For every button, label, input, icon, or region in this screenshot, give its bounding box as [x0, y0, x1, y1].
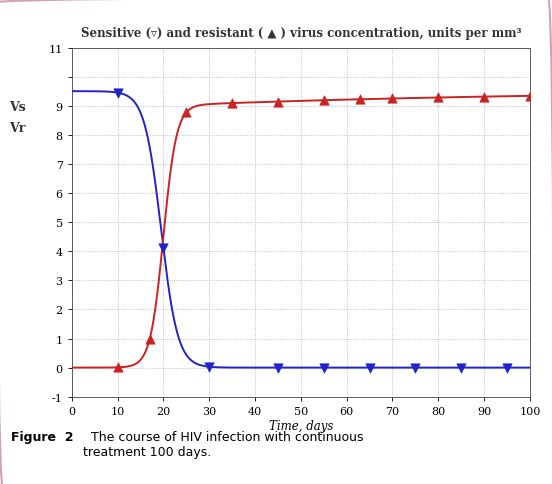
- Point: [274, 98, 283, 106]
- Point: [502, 364, 511, 372]
- Point: [365, 364, 374, 372]
- Point: [319, 364, 328, 372]
- Point: [388, 95, 397, 103]
- Text: Sensitive (▿) and resistant ( ▲ ) virus concentration, units per mm³: Sensitive (▿) and resistant ( ▲ ) virus …: [81, 27, 521, 40]
- Point: [526, 93, 534, 101]
- Point: [411, 364, 420, 372]
- Point: [434, 94, 443, 102]
- X-axis label: Time, days: Time, days: [269, 419, 333, 432]
- Point: [113, 364, 122, 372]
- Text: Figure  2: Figure 2: [11, 430, 73, 443]
- Point: [319, 97, 328, 105]
- Point: [113, 90, 122, 97]
- Point: [145, 335, 154, 343]
- Point: [480, 93, 489, 101]
- Point: [457, 364, 465, 372]
- Point: [205, 363, 214, 371]
- Point: [227, 100, 236, 108]
- Point: [159, 245, 168, 253]
- Point: [356, 96, 365, 104]
- Point: [274, 364, 283, 372]
- Point: [182, 109, 191, 117]
- Text: Vs: Vs: [9, 101, 26, 114]
- Text: The course of HIV infection with continuous
treatment 100 days.: The course of HIV infection with continu…: [83, 430, 363, 458]
- Text: Vr: Vr: [9, 122, 26, 135]
